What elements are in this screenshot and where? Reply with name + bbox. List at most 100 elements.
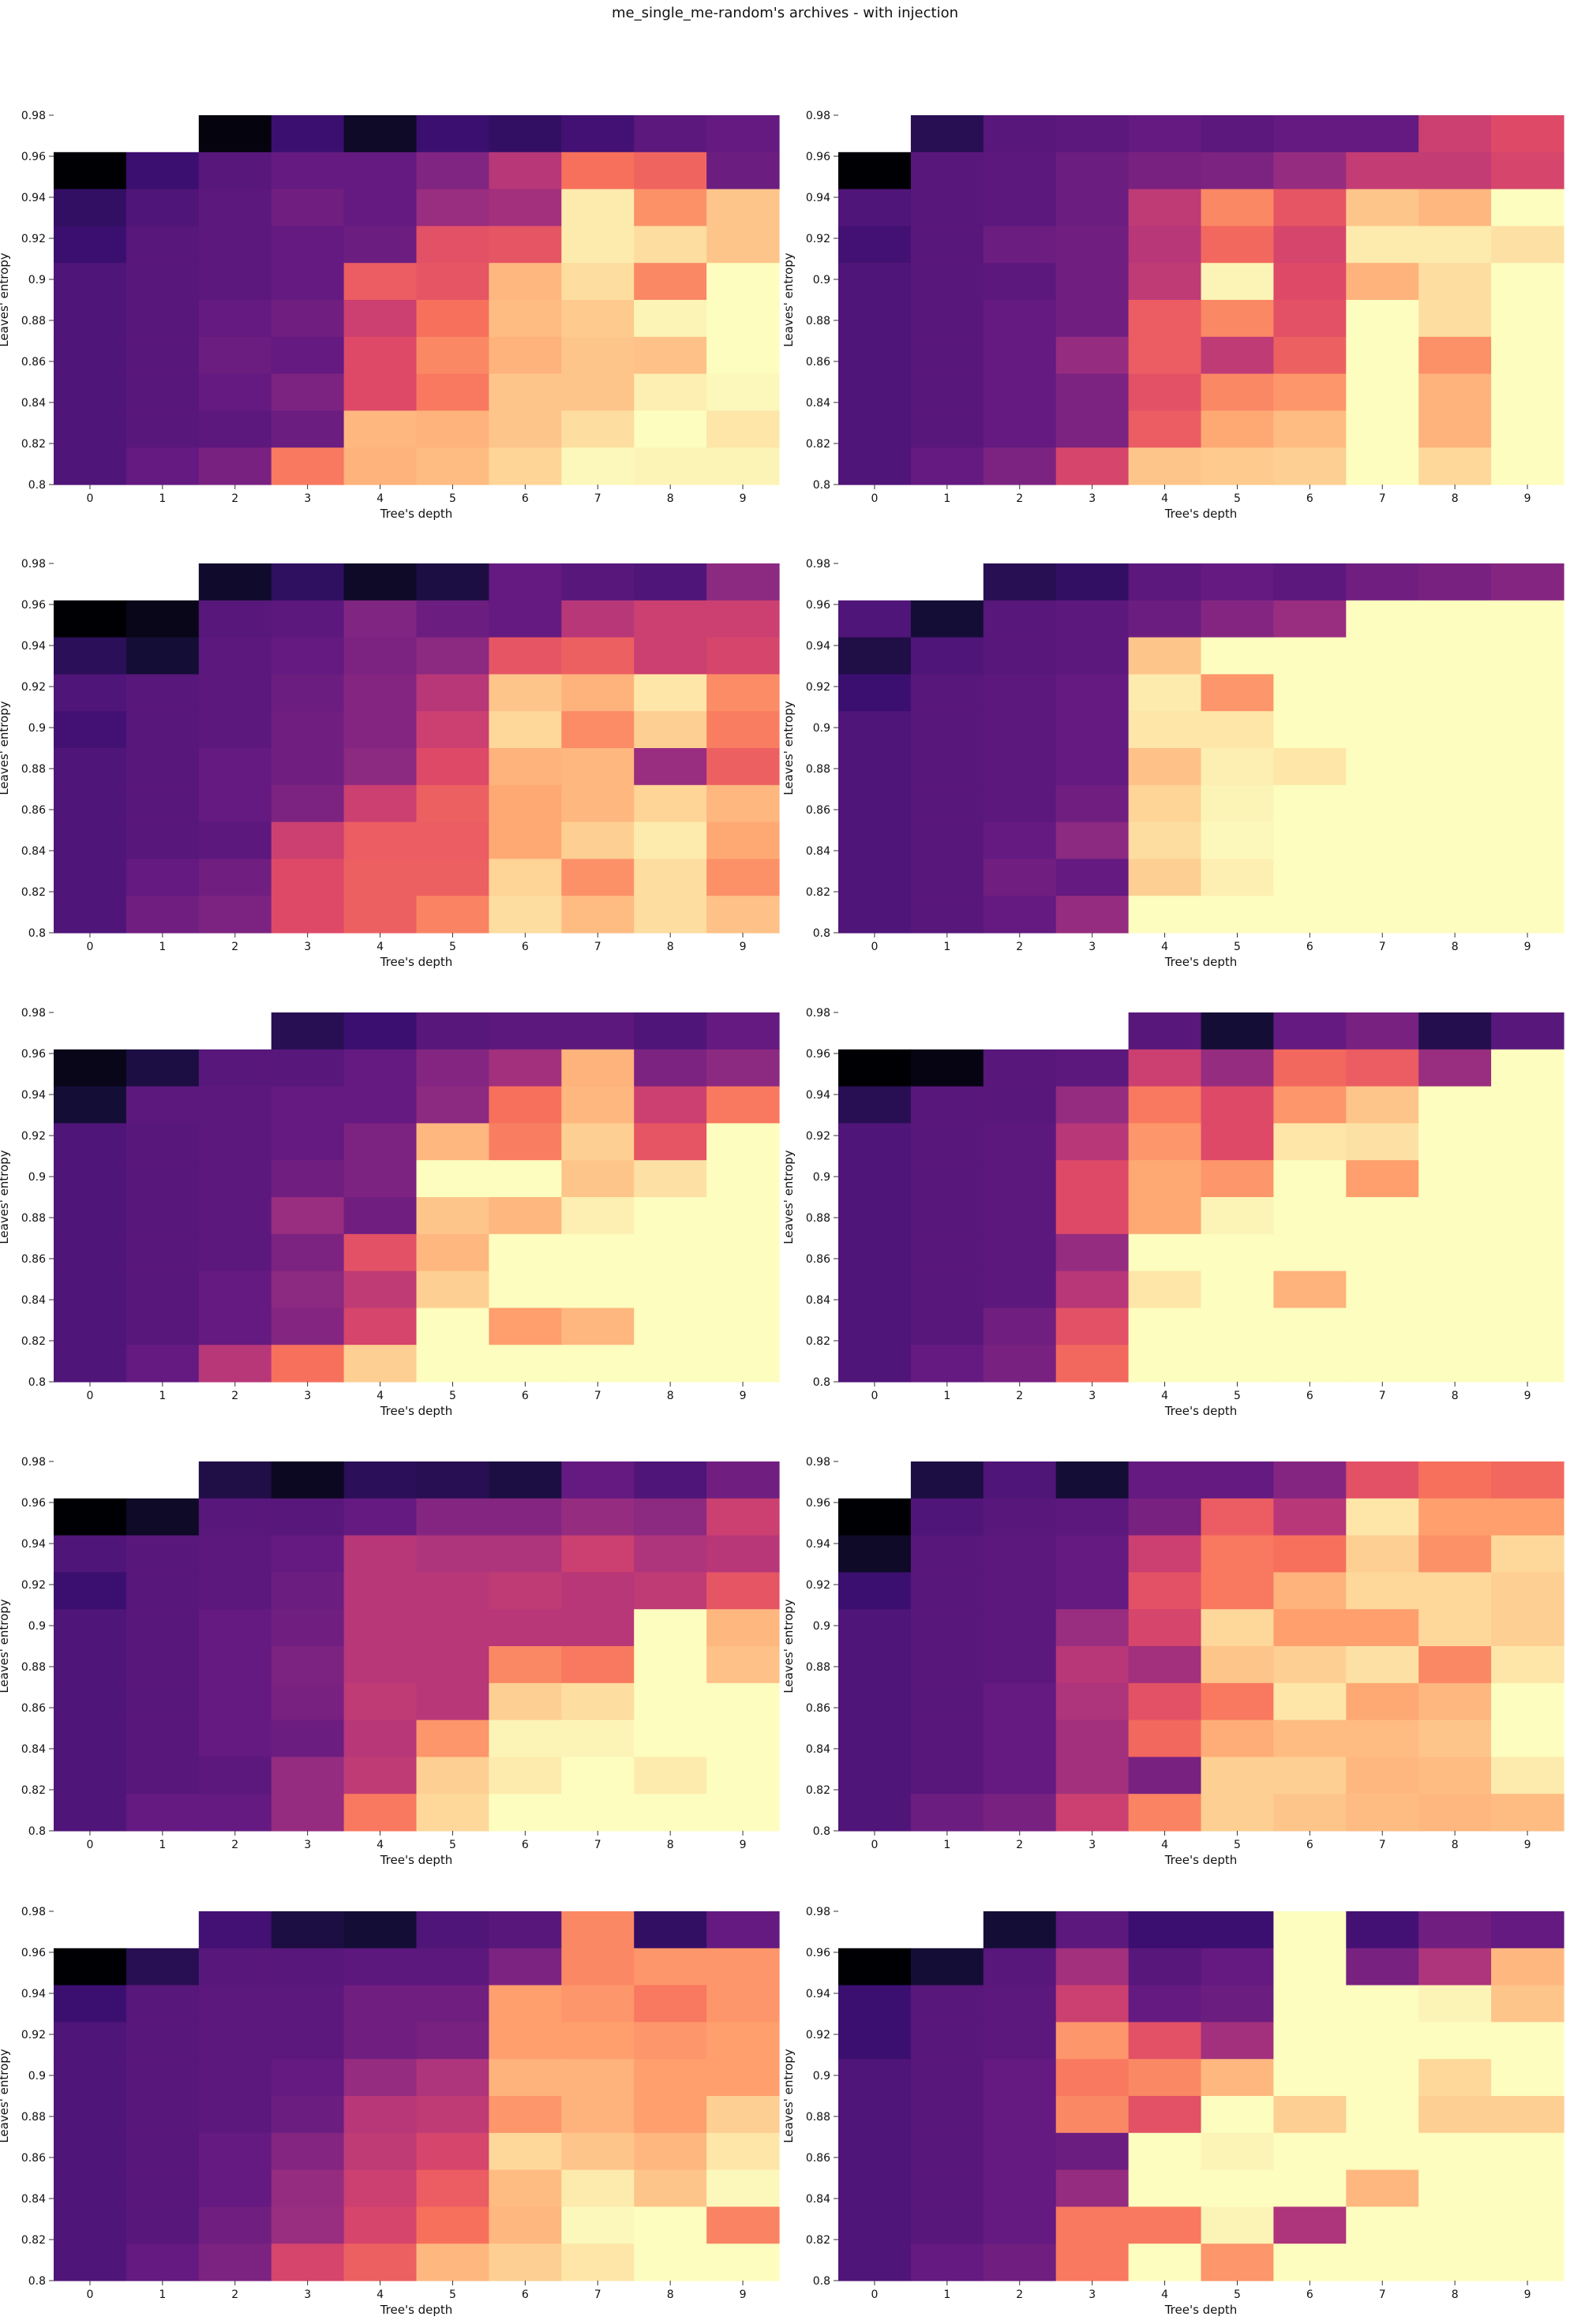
x-tick-label: 0 — [86, 941, 93, 953]
x-tick-label: 8 — [667, 1839, 674, 1851]
y-tick-label: 0.82 — [21, 1784, 46, 1797]
heatmap-cell — [1273, 1271, 1347, 1308]
heatmap-cell — [126, 1049, 200, 1087]
heatmap-cell — [343, 1498, 418, 1536]
y-tick-label: 0.98 — [806, 1007, 830, 1020]
heatmap-cell — [561, 1160, 635, 1198]
y-axis-label: Leaves' entropy — [781, 701, 796, 795]
heatmap-cell — [561, 189, 635, 226]
heatmap-cell — [634, 115, 707, 153]
heatmap-cell — [561, 115, 635, 153]
heatmap-cell — [1491, 1049, 1564, 1087]
x-tick-label: 0 — [871, 2288, 878, 2301]
heatmap-cell — [634, 226, 707, 264]
x-axis-label: Tree's depth — [380, 955, 453, 969]
y-axis-label: Leaves' entropy — [781, 2049, 796, 2142]
heatmap-cell — [561, 600, 635, 638]
heatmap-cell — [910, 1123, 984, 1161]
heatmap-cell — [54, 1720, 127, 1757]
heatmap-cell — [1273, 1646, 1347, 1684]
x-tick-label: 3 — [1089, 1390, 1096, 1402]
heatmap-cell — [54, 1049, 127, 1087]
heatmap-cell — [1273, 152, 1347, 190]
heatmap-cell — [1418, 2132, 1492, 2171]
heatmap-cell — [1201, 226, 1274, 264]
x-tick-label: 2 — [231, 492, 238, 505]
heatmap-cell — [1128, 1646, 1202, 1684]
heatmap-cell — [1491, 2132, 1564, 2171]
heatmap-cell — [838, 447, 912, 485]
heatmap-cell — [1418, 1682, 1492, 1721]
heatmap-cell — [416, 1123, 489, 1161]
heatmap-cell — [489, 2206, 562, 2244]
heatmap-cell — [198, 600, 272, 638]
heatmap-cell — [1273, 1985, 1347, 2023]
x-tick-label: 3 — [304, 1839, 311, 1851]
heatmap-cell — [198, 2244, 272, 2281]
heatmap-cell — [561, 563, 635, 601]
heatmap-cell — [489, 1308, 562, 1345]
y-tick-label: 0.98 — [21, 1007, 46, 1020]
heatmap-cell — [271, 600, 345, 638]
heatmap-cell — [271, 637, 345, 675]
heatmap-cell — [416, 1086, 489, 1124]
heatmap-cell — [1418, 1012, 1492, 1050]
heatmap-cell — [1346, 711, 1419, 749]
heatmap-cell — [198, 1757, 272, 1794]
heatmap-cell — [54, 336, 127, 375]
heatmap-cell — [838, 2244, 912, 2281]
heatmap-cell — [1201, 447, 1274, 485]
heatmap-cell — [838, 859, 912, 896]
heatmap-cell — [910, 1461, 984, 1499]
heatmap-cell — [1201, 410, 1274, 448]
heatmap-cell — [1201, 1948, 1274, 1986]
heatmap-cell — [54, 711, 127, 749]
heatmap-cell — [1273, 1160, 1347, 1198]
heatmap-cell — [416, 1160, 489, 1198]
heatmap-cell — [983, 1757, 1057, 1794]
heatmap-cell — [910, 600, 984, 638]
y-tick-label: 0.86 — [806, 804, 830, 817]
x-tick-label: 1 — [159, 941, 166, 953]
heatmap-cell — [126, 1345, 200, 1383]
heatmap-cell — [634, 748, 707, 786]
heatmap-cell — [198, 373, 272, 411]
heatmap-cell — [706, 896, 780, 934]
heatmap-cell — [561, 674, 635, 712]
heatmap-cell — [1128, 410, 1202, 448]
heatmap-cell — [1418, 152, 1492, 190]
heatmap-cell — [1128, 711, 1202, 749]
heatmap-cell — [343, 373, 418, 411]
heatmap-cell — [983, 1271, 1057, 1308]
y-tick-label: 0.82 — [21, 2234, 46, 2247]
heatmap-cell — [1491, 1345, 1564, 1383]
y-tick-label: 0.98 — [21, 110, 46, 122]
heatmap-cell — [1128, 2022, 1202, 2060]
x-tick-label: 5 — [1234, 941, 1241, 953]
heatmap-cell — [1055, 1271, 1130, 1308]
heatmap-cell — [1055, 2059, 1130, 2097]
heatmap-cell — [1128, 1757, 1202, 1794]
heatmap-cell — [271, 189, 345, 226]
heatmap-cell — [1201, 1086, 1274, 1124]
heatmap-cell — [1055, 748, 1130, 786]
heatmap-cell — [489, 1572, 562, 1610]
heatmap-cell — [271, 373, 345, 411]
heatmap-cell — [489, 152, 562, 190]
x-tick-label: 2 — [231, 1390, 238, 1402]
x-tick-label: 7 — [1379, 492, 1386, 505]
heatmap-cell — [126, 2059, 200, 2097]
heatmap-cell — [706, 1535, 780, 1573]
heatmap-cell — [1201, 1911, 1274, 1949]
heatmap-cell — [343, 1794, 418, 1832]
heatmap-cell — [1346, 1985, 1419, 2023]
heatmap-cell — [416, 1308, 489, 1345]
heatmap-cell — [838, 2206, 912, 2244]
y-tick-label: 0.82 — [21, 1335, 46, 1348]
x-tick-label: 2 — [1016, 492, 1023, 505]
heatmap-cell — [343, 674, 418, 712]
heatmap-cell — [1128, 152, 1202, 190]
heatmap-cell — [983, 115, 1057, 153]
x-axis-label: Tree's depth — [1164, 1853, 1238, 1867]
heatmap-cell — [561, 1271, 635, 1308]
